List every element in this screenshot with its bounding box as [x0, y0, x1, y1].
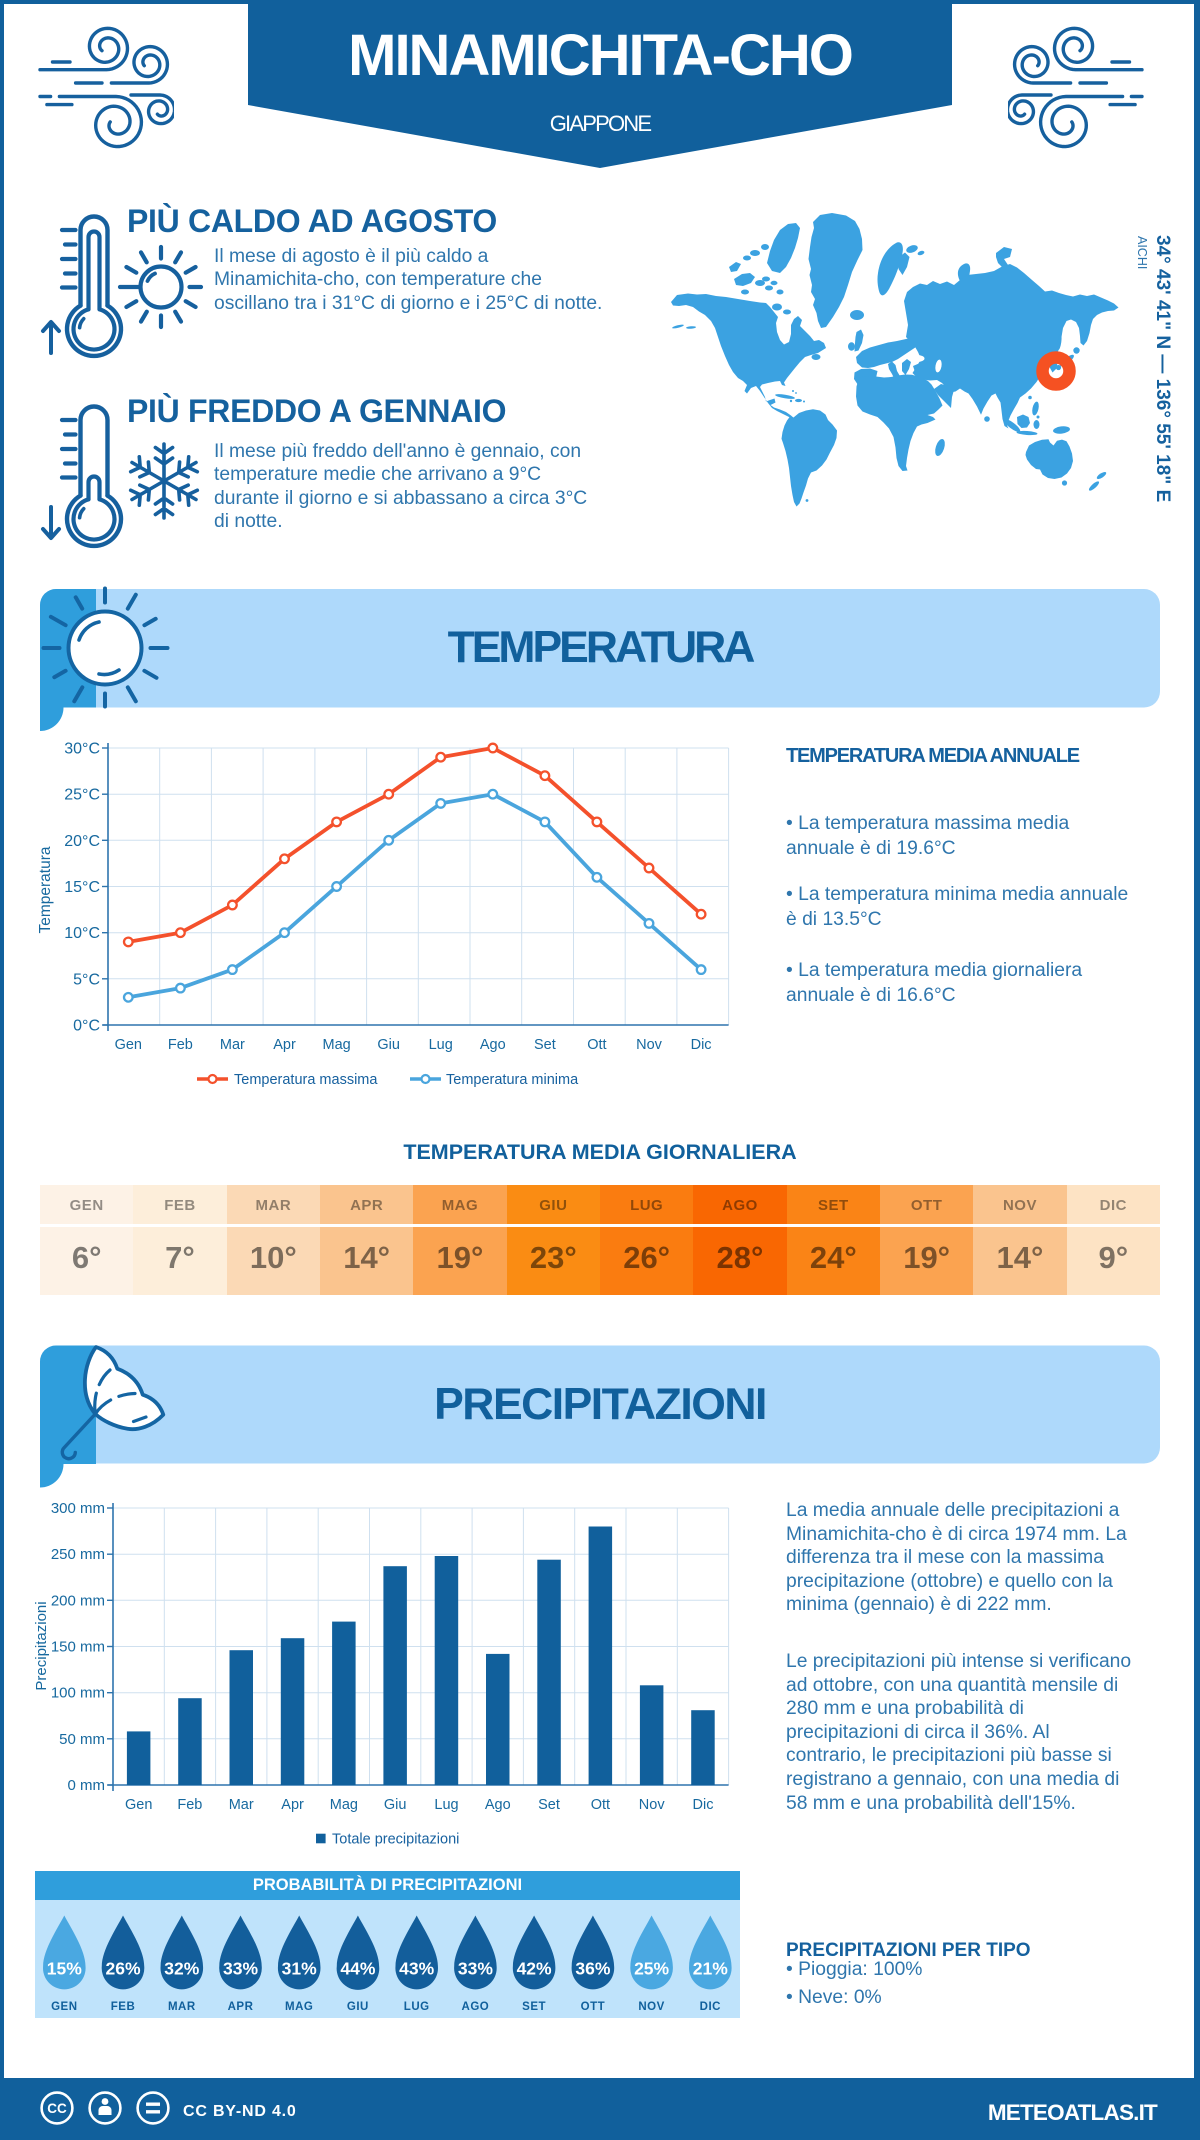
svg-text:50 mm: 50 mm — [59, 1731, 105, 1748]
svg-text:Set: Set — [534, 1037, 556, 1053]
svg-text:20°C: 20°C — [64, 833, 100, 850]
svg-text:SET: SET — [522, 2001, 546, 2013]
svg-text:AGO: AGO — [462, 2001, 490, 2013]
svg-text:Nov: Nov — [636, 1037, 663, 1053]
svg-text:DIC: DIC — [700, 2001, 721, 2013]
svg-text:NOV: NOV — [638, 2001, 664, 2013]
svg-text:31%: 31% — [282, 1958, 317, 1978]
svg-text:Dic: Dic — [691, 1037, 712, 1053]
svg-text:Giu: Giu — [384, 1797, 407, 1813]
svg-text:30°C: 30°C — [64, 741, 100, 758]
svg-text:CC: CC — [47, 2101, 67, 2116]
svg-text:36%: 36% — [575, 1958, 610, 1978]
svg-text:200 mm: 200 mm — [51, 1592, 105, 1609]
svg-text:Temperatura minima: Temperatura minima — [446, 1072, 579, 1088]
svg-text:0°C: 0°C — [73, 1018, 100, 1035]
svg-text:15%: 15% — [47, 1958, 82, 1978]
svg-text:26%: 26% — [105, 1958, 140, 1978]
svg-text:250 mm: 250 mm — [51, 1546, 105, 1563]
svg-text:Lug: Lug — [429, 1037, 453, 1053]
svg-text:44%: 44% — [340, 1958, 375, 1978]
svg-text:Ott: Ott — [587, 1037, 606, 1053]
svg-text:32%: 32% — [164, 1958, 199, 1978]
svg-text:0 mm: 0 mm — [68, 1777, 106, 1794]
svg-text:FEB: FEB — [111, 2001, 136, 2013]
svg-text:MAG: MAG — [285, 2001, 313, 2013]
svg-text:Feb: Feb — [177, 1797, 202, 1813]
svg-text:LUG: LUG — [404, 2001, 430, 2013]
svg-text:Mag: Mag — [330, 1797, 358, 1813]
svg-text:Mar: Mar — [229, 1797, 254, 1813]
svg-text:OTT: OTT — [581, 2001, 606, 2013]
svg-text:APR: APR — [228, 2001, 254, 2013]
svg-text:Gen: Gen — [115, 1037, 142, 1053]
svg-text:25%: 25% — [634, 1958, 669, 1978]
svg-text:100 mm: 100 mm — [51, 1685, 105, 1702]
svg-text:GIU: GIU — [347, 2001, 369, 2013]
svg-text:Totale precipitazioni: Totale precipitazioni — [332, 1832, 459, 1848]
svg-text:43%: 43% — [399, 1958, 434, 1978]
svg-text:150 mm: 150 mm — [51, 1639, 105, 1656]
svg-text:Ago: Ago — [480, 1037, 506, 1053]
svg-text:33%: 33% — [223, 1958, 258, 1978]
svg-text:Nov: Nov — [639, 1797, 666, 1813]
svg-text:Set: Set — [538, 1797, 560, 1813]
svg-text:Apr: Apr — [281, 1797, 304, 1813]
svg-text:Mag: Mag — [322, 1037, 350, 1053]
svg-text:Precipitazioni: Precipitazioni — [33, 1601, 50, 1690]
svg-text:GEN: GEN — [51, 2001, 77, 2013]
svg-text:Lug: Lug — [434, 1797, 458, 1813]
svg-text:300 mm: 300 mm — [51, 1500, 105, 1517]
svg-text:Mar: Mar — [220, 1037, 245, 1053]
svg-text:Apr: Apr — [273, 1037, 296, 1053]
svg-text:21%: 21% — [693, 1958, 728, 1978]
svg-text:25°C: 25°C — [64, 787, 100, 804]
svg-text:Dic: Dic — [693, 1797, 714, 1813]
svg-text:10°C: 10°C — [64, 925, 100, 942]
svg-text:Ott: Ott — [591, 1797, 610, 1813]
svg-text:MAR: MAR — [168, 2001, 196, 2013]
svg-text:33%: 33% — [458, 1958, 493, 1978]
svg-text:42%: 42% — [517, 1958, 552, 1978]
svg-text:5°C: 5°C — [73, 971, 100, 988]
svg-text:Giu: Giu — [377, 1037, 400, 1053]
svg-text:Gen: Gen — [125, 1797, 152, 1813]
svg-text:Feb: Feb — [168, 1037, 193, 1053]
svg-text:Temperatura: Temperatura — [37, 846, 54, 933]
svg-text:Temperatura massima: Temperatura massima — [234, 1072, 378, 1088]
svg-text:Ago: Ago — [485, 1797, 511, 1813]
svg-text:15°C: 15°C — [64, 879, 100, 896]
